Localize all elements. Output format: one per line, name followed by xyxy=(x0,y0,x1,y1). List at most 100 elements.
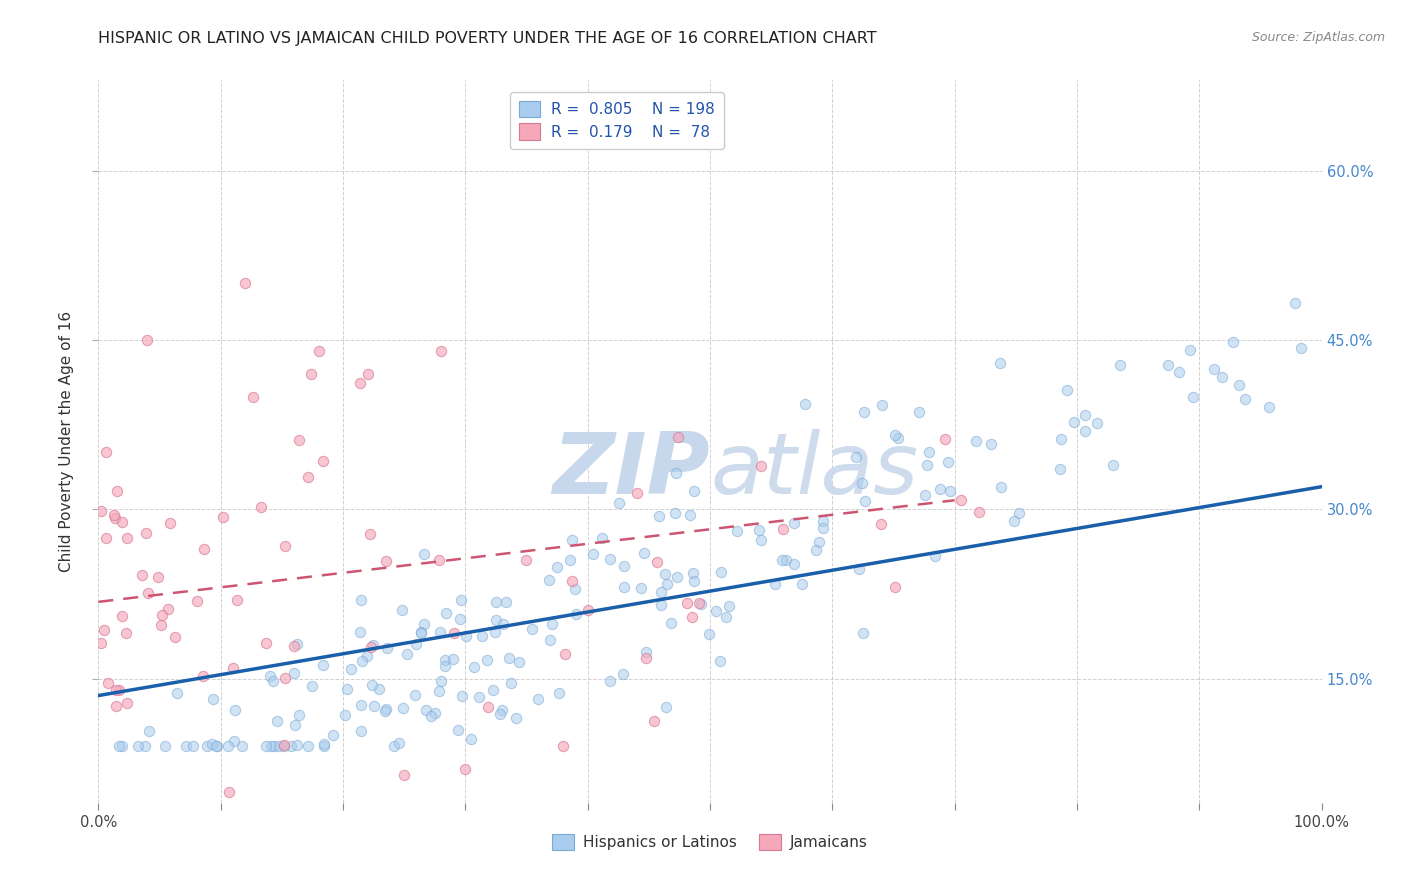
Point xyxy=(427,684,450,698)
Point xyxy=(375,702,398,716)
Point xyxy=(254,739,277,754)
Point xyxy=(404,688,426,702)
Point xyxy=(918,444,941,458)
Point xyxy=(157,601,180,615)
Point xyxy=(201,737,224,751)
Point xyxy=(783,516,806,530)
Point xyxy=(285,738,308,752)
Point xyxy=(477,653,499,667)
Point xyxy=(103,508,125,522)
Point xyxy=(676,596,699,610)
Point xyxy=(193,542,215,557)
Point xyxy=(554,647,576,661)
Point xyxy=(1002,514,1025,528)
Point xyxy=(412,616,434,631)
Point xyxy=(613,580,636,594)
Point xyxy=(980,437,1002,451)
Point xyxy=(430,674,453,689)
Point xyxy=(340,663,363,677)
Point xyxy=(1008,506,1031,520)
Point xyxy=(450,593,472,607)
Point xyxy=(1157,358,1180,372)
Point xyxy=(485,594,508,608)
Point xyxy=(1234,392,1257,406)
Legend: Hispanics or Latinos, Jamaicans: Hispanics or Latinos, Jamaicans xyxy=(546,828,875,856)
Point xyxy=(807,534,830,549)
Point xyxy=(443,626,465,640)
Point xyxy=(564,582,586,596)
Point xyxy=(231,739,253,754)
Point xyxy=(274,539,297,553)
Point xyxy=(96,532,118,546)
Point xyxy=(360,640,382,654)
Point xyxy=(924,549,946,563)
Point xyxy=(412,547,434,561)
Point xyxy=(565,607,588,621)
Point xyxy=(110,515,132,529)
Point xyxy=(914,487,936,501)
Point xyxy=(218,784,240,798)
Point xyxy=(630,582,652,596)
Point xyxy=(224,703,246,717)
Point xyxy=(262,673,284,688)
Point xyxy=(990,480,1012,494)
Point xyxy=(392,701,415,715)
Point xyxy=(454,762,477,776)
Point xyxy=(872,398,894,412)
Point xyxy=(599,552,621,566)
Point xyxy=(146,570,169,584)
Point xyxy=(224,734,246,748)
Point xyxy=(127,739,149,754)
Point xyxy=(1074,408,1097,422)
Point xyxy=(297,739,319,754)
Point xyxy=(266,714,288,729)
Point xyxy=(349,593,371,607)
Point xyxy=(548,686,571,700)
Point xyxy=(285,637,308,651)
Point xyxy=(929,482,952,496)
Point xyxy=(790,576,813,591)
Point xyxy=(205,739,228,754)
Point xyxy=(581,547,603,561)
Point xyxy=(283,665,305,680)
Point xyxy=(936,455,959,469)
Point xyxy=(97,676,120,690)
Point xyxy=(883,580,905,594)
Point xyxy=(463,659,485,673)
Point xyxy=(772,522,794,536)
Point xyxy=(546,560,568,574)
Point xyxy=(782,557,804,571)
Point xyxy=(382,739,405,754)
Point xyxy=(374,704,396,718)
Point xyxy=(449,612,471,626)
Point xyxy=(226,592,249,607)
Point xyxy=(482,682,505,697)
Point xyxy=(134,739,156,754)
Point xyxy=(609,496,631,510)
Point xyxy=(491,703,513,717)
Point xyxy=(538,573,561,587)
Point xyxy=(336,682,359,697)
Point xyxy=(558,553,581,567)
Point xyxy=(1258,400,1281,414)
Point xyxy=(131,568,153,582)
Point xyxy=(852,626,875,640)
Point xyxy=(636,651,658,665)
Point xyxy=(665,466,688,480)
Point xyxy=(446,723,468,738)
Point xyxy=(690,597,713,611)
Point xyxy=(1180,343,1202,357)
Point xyxy=(434,607,457,621)
Point xyxy=(217,739,239,754)
Point xyxy=(111,739,134,754)
Point xyxy=(301,679,323,693)
Text: HISPANIC OR LATINO VS JAMAICAN CHILD POVERTY UNDER THE AGE OF 16 CORRELATION CHA: HISPANIC OR LATINO VS JAMAICAN CHILD POV… xyxy=(98,31,877,46)
Point xyxy=(396,647,419,661)
Point xyxy=(665,570,688,584)
Point xyxy=(314,737,336,751)
Point xyxy=(392,767,416,781)
Point xyxy=(648,509,671,524)
Point xyxy=(655,699,678,714)
Point xyxy=(212,510,235,524)
Point xyxy=(108,739,131,754)
